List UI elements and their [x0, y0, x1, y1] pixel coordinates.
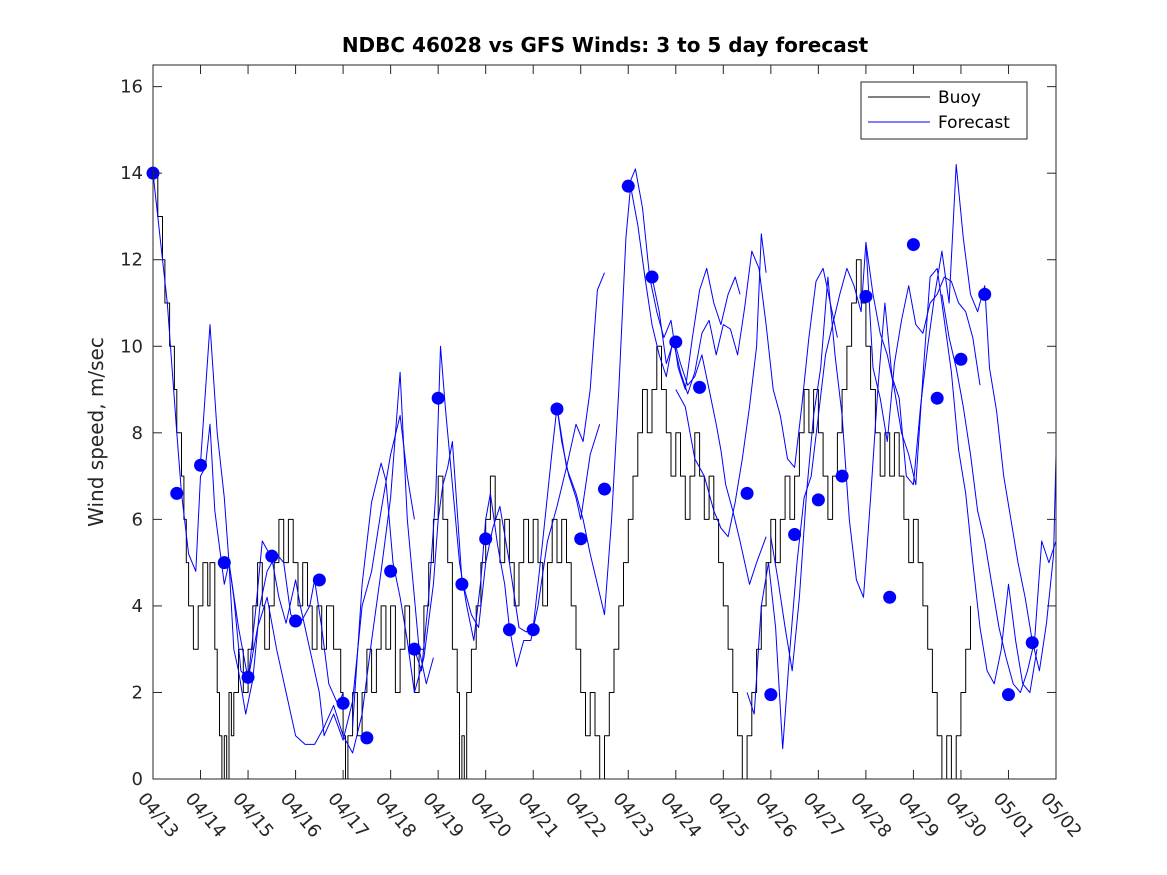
y-tick-label: 8 — [132, 423, 143, 444]
forecast-marker — [693, 380, 707, 394]
y-tick-label: 6 — [132, 509, 143, 530]
forecast-marker — [811, 493, 825, 507]
forecast-marker — [859, 290, 873, 304]
forecast-marker — [598, 482, 611, 496]
forecast-marker — [574, 532, 588, 546]
forecast-marker — [883, 590, 897, 604]
plot-lines — [152, 164, 1057, 780]
legend: Buoy Forecast — [860, 81, 1028, 140]
forecast-marker — [360, 731, 374, 745]
axes-box — [152, 64, 1057, 780]
plot-markers — [146, 166, 1039, 745]
y-tick-label: 12 — [120, 250, 143, 271]
y-tick-label: 4 — [132, 596, 143, 617]
forecast-series-line — [770, 164, 1057, 672]
forecast-marker — [550, 402, 564, 416]
forecast-series-line — [228, 371, 434, 754]
forecast-series-line — [556, 185, 767, 616]
forecast-series-line — [152, 173, 344, 715]
forecast-marker — [835, 469, 849, 483]
y-tick-label: 14 — [120, 163, 143, 184]
y-ticks: 0 2 4 6 8 10 12 14 16 — [120, 77, 1056, 790]
forecast-series-line — [746, 241, 1038, 750]
forecast-series-line — [651, 250, 838, 468]
forecast-marker — [764, 688, 778, 702]
forecast-marker — [217, 556, 231, 570]
forecast-marker — [645, 270, 659, 284]
forecast-marker — [954, 352, 968, 366]
legend-forecast-label: Forecast — [938, 113, 1010, 133]
forecast-marker — [906, 238, 920, 252]
forecast-marker — [1025, 636, 1039, 650]
forecast-marker — [336, 696, 350, 710]
forecast-marker — [621, 179, 635, 193]
legend-buoy-label: Buoy — [938, 88, 981, 108]
forecast-series-line — [941, 294, 1057, 693]
forecast-marker — [312, 573, 326, 587]
forecast-marker — [194, 458, 208, 472]
forecast-marker — [788, 528, 802, 542]
forecast-series-line — [865, 242, 981, 442]
y-axis-label: Wind speed, m/sec — [84, 337, 108, 527]
forecast-marker — [978, 287, 992, 301]
forecast-marker — [740, 486, 754, 500]
forecast-marker — [170, 486, 184, 500]
forecast-marker — [289, 614, 303, 628]
legend-box — [860, 81, 1028, 140]
forecast-marker — [407, 642, 421, 656]
forecast-marker — [930, 391, 944, 405]
y-tick-label: 16 — [120, 77, 143, 98]
forecast-marker — [241, 670, 255, 684]
forecast-marker — [265, 549, 279, 563]
forecast-series-line — [627, 168, 741, 390]
forecast-marker — [479, 532, 493, 546]
chart-title: NDBC 46028 vs GFS Winds: 3 to 5 day fore… — [342, 33, 869, 57]
y-tick-label: 10 — [120, 336, 143, 357]
forecast-marker — [1001, 688, 1015, 702]
forecast-marker — [526, 623, 540, 637]
forecast-marker — [669, 335, 683, 349]
forecast-marker — [431, 391, 445, 405]
forecast-marker — [502, 623, 516, 637]
y-tick-label: 2 — [132, 682, 143, 703]
forecast-marker — [455, 577, 469, 591]
forecast-series-line — [413, 272, 605, 672]
forecast-marker — [384, 564, 398, 578]
y-tick-label: 0 — [132, 769, 143, 790]
forecast-series-line — [675, 233, 767, 538]
